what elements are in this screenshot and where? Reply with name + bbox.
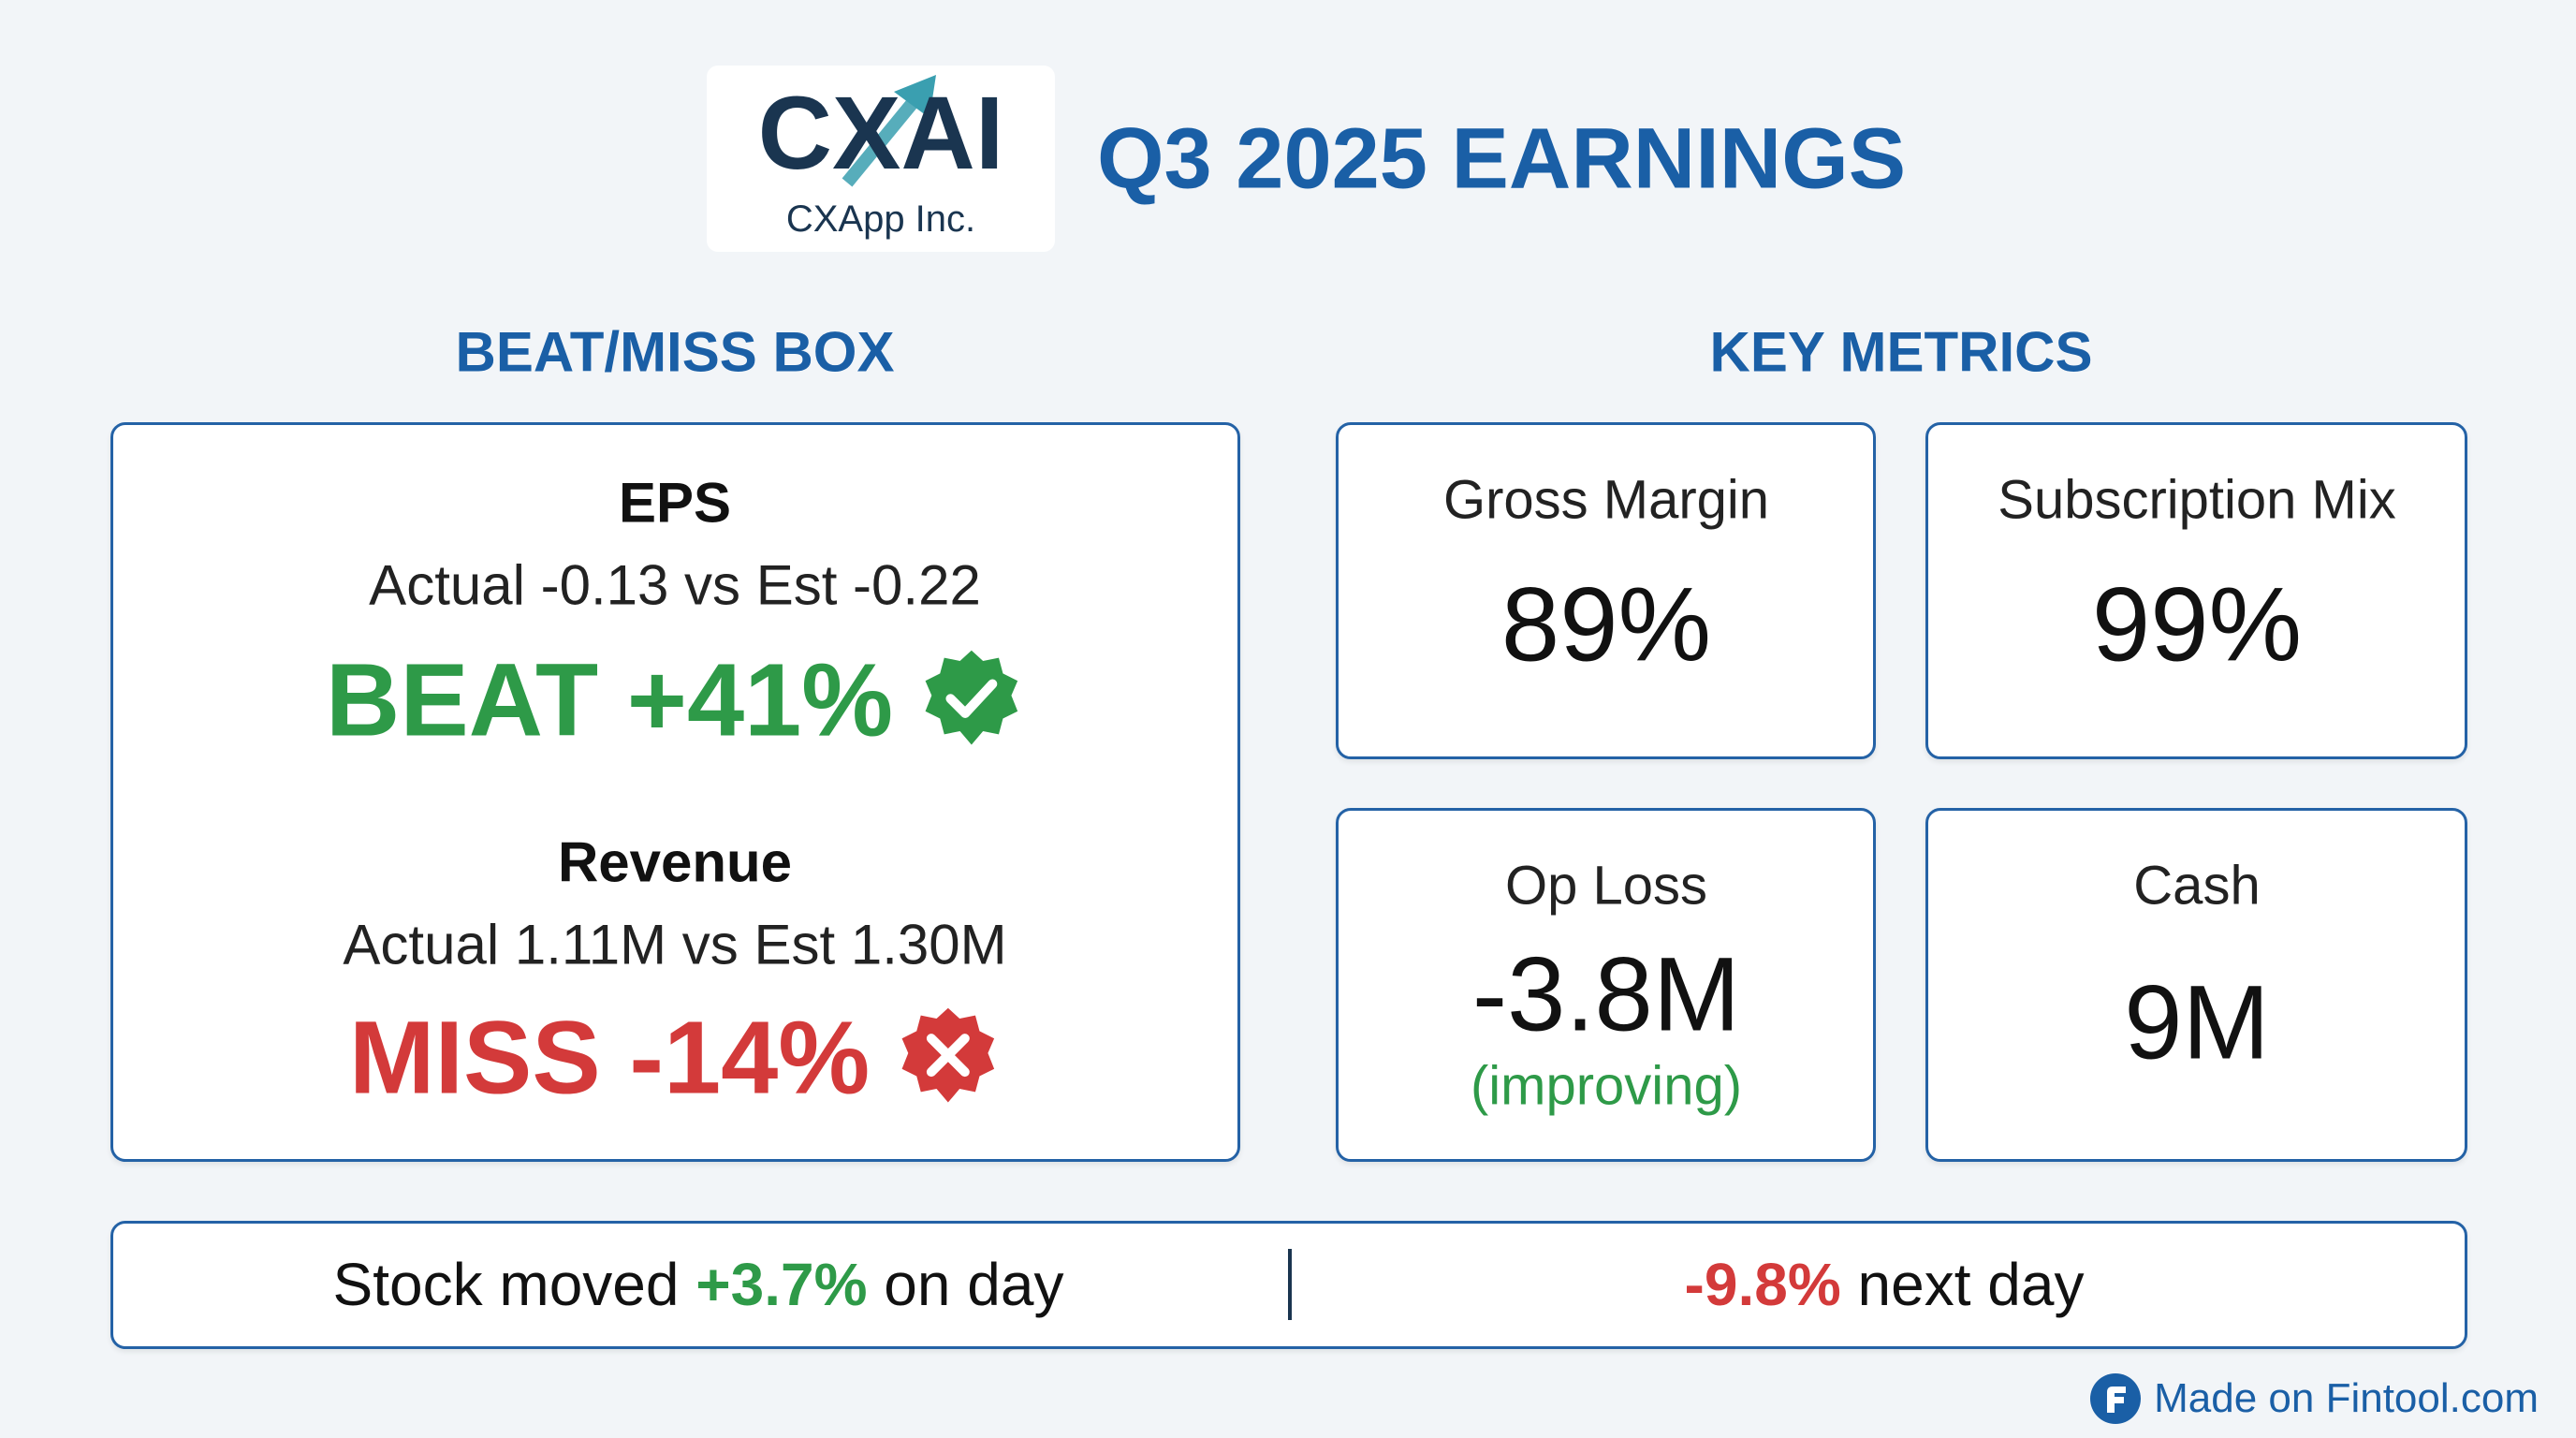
logo-company-name: CXApp Inc. xyxy=(785,198,976,240)
op-loss-value: -3.8M xyxy=(1471,935,1741,1053)
fintool-credit[interactable]: Made on Fintool.com xyxy=(2090,1373,2539,1424)
stock-day-suffix: on day xyxy=(867,1251,1064,1318)
logo-mark: CXAI xyxy=(757,76,1004,191)
metric-card-subscription-mix xyxy=(1925,422,2467,759)
divider xyxy=(1288,1249,1292,1320)
op-loss-note: (improving) xyxy=(1470,1055,1743,1117)
gross-margin-label: Gross Margin xyxy=(1442,469,1770,531)
page-title: Q3 2025 EARNINGS xyxy=(1097,110,1907,207)
stock-day-prefix: Stock moved xyxy=(332,1251,696,1318)
stock-day-change: +3.7% xyxy=(695,1251,868,1318)
revenue-result-text: MISS -14% xyxy=(348,1000,871,1116)
fintool-credit-text: Made on Fintool.com xyxy=(2154,1375,2539,1421)
revenue-result: MISS -14% xyxy=(349,999,1001,1118)
gross-margin-value: 89% xyxy=(1500,565,1712,683)
eps-detail: Actual -0.13 vs Est -0.22 xyxy=(369,553,981,617)
revenue-label: Revenue xyxy=(557,830,793,894)
stock-day-move: Stock moved +3.7% on day xyxy=(333,1250,1064,1319)
revenue-detail: Actual 1.11M vs Est 1.30M xyxy=(343,913,1007,976)
metric-card-op-loss xyxy=(1336,808,1876,1162)
stock-next-change: -9.8% xyxy=(1684,1251,1841,1318)
op-loss-label: Op Loss xyxy=(1505,855,1707,917)
beat-miss-heading: BEAT/MISS BOX xyxy=(455,320,895,384)
metric-card-gross-margin xyxy=(1336,422,1876,759)
beat-miss-box xyxy=(110,422,1240,1162)
x-badge-icon xyxy=(901,1007,995,1103)
company-logo: CXAI CXApp Inc. xyxy=(707,66,1055,252)
key-metrics-heading: KEY METRICS xyxy=(1709,320,2093,384)
logo-arrow-icon xyxy=(842,75,936,187)
subscription-mix-label: Subscription Mix xyxy=(1998,469,2396,531)
metric-card-cash xyxy=(1925,808,2467,1162)
subscription-mix-value: 99% xyxy=(2091,565,2303,683)
cash-value: 9M xyxy=(2124,963,2270,1081)
stock-next-day-move: -9.8% next day xyxy=(1685,1250,2085,1319)
cash-label: Cash xyxy=(2133,855,2261,917)
check-badge-icon xyxy=(925,650,1018,745)
fintool-logo-icon xyxy=(2090,1373,2142,1424)
stock-next-suffix: next day xyxy=(1840,1251,2085,1318)
eps-result: BEAT +41% xyxy=(326,641,1024,760)
eps-label: EPS xyxy=(618,471,732,535)
eps-result-text: BEAT +41% xyxy=(325,642,894,758)
